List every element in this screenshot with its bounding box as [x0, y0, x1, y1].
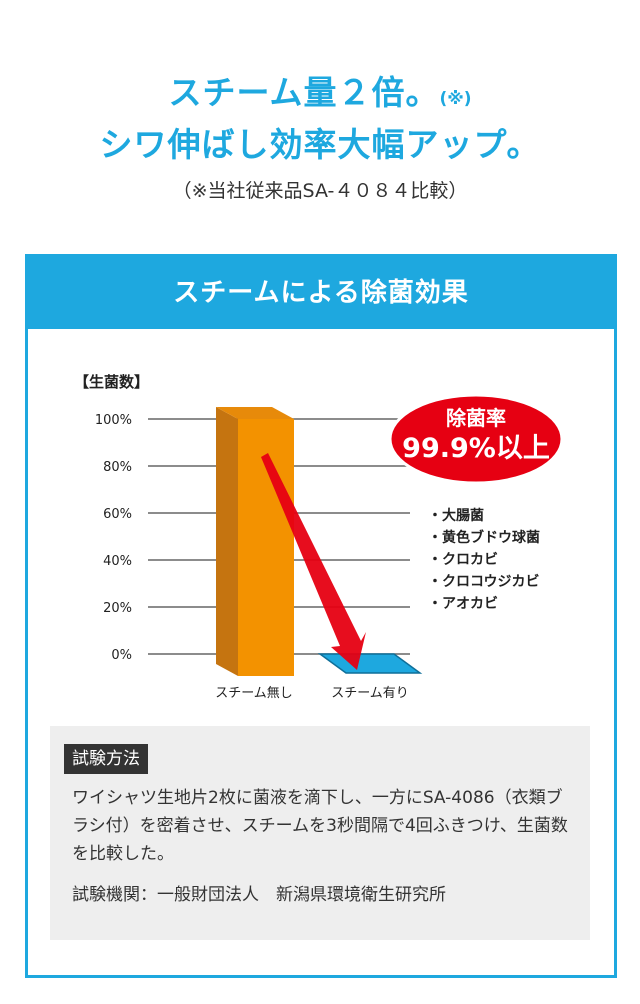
chart-categories: スチーム無し スチーム有り [215, 686, 409, 701]
headline-line1: スチーム量２倍。(※) [0, 70, 640, 122]
reduction-arrow [261, 453, 366, 670]
chart-y-ticks: 0% 20% 40% 60% 80% 100% [95, 413, 132, 663]
chart-title: 【生菌数】 [74, 373, 149, 391]
bacteria-list: ・大腸菌・黄色ブドウ球菌・クロカビ・クロコウジカビ・アオカビ [428, 507, 540, 612]
bacteria-item: ・黄色ブドウ球菌 [428, 529, 540, 546]
y-tick-label: 0% [111, 648, 132, 663]
y-tick-label: 40% [103, 554, 132, 569]
test-method-tag: 試験方法 [64, 744, 148, 774]
y-tick-label: 100% [95, 413, 132, 428]
bar-side [216, 407, 238, 676]
headline-note-mark: (※) [439, 89, 472, 109]
panel-title: スチームによる除菌効果 [28, 257, 614, 329]
headline-line1-text: スチーム量２倍。 [168, 73, 440, 112]
y-tick-label: 80% [103, 460, 132, 475]
sterilization-badge: 除菌率 99.9%以上 [388, 393, 564, 485]
bacteria-item: ・大腸菌 [428, 507, 484, 524]
y-tick-label: 60% [103, 507, 132, 522]
bacteria-item: ・クロコウジカビ [428, 574, 539, 590]
y-tick-label: 20% [103, 601, 132, 616]
sterilization-panel: スチームによる除菌効果 【生菌数】 0% 20% 40% 60% 80% 100% スチー… [25, 254, 617, 978]
bacteria-item: ・アオカビ [428, 596, 498, 612]
bar-top [216, 407, 294, 419]
badge-line1: 除菌率 [446, 406, 506, 430]
test-method-box: 試験方法 ワイシャツ生地片2枚に菌液を滴下し、一方にSA-4086（衣類ブラシ付… [50, 726, 590, 940]
test-method-text: ワイシャツ生地片2枚に菌液を滴下し、一方にSA-4086（衣類ブラシ付）を密着さ… [72, 788, 568, 864]
badge-line2: 99.9%以上 [402, 433, 550, 464]
headline: スチーム量２倍。(※) シワ伸ばし効率大幅アップ。 [0, 70, 640, 168]
x-category-label: スチーム有り [331, 686, 409, 701]
x-category-label: スチーム無し [215, 686, 293, 701]
bacteria-item: ・クロカビ [428, 552, 498, 568]
bacteria-chart: 【生菌数】 0% 20% 40% 60% 80% 100% スチーム無し スチーム有り 除菌… [74, 373, 564, 701]
comparison-note: （※当社従来品SA-４０８４比較） [172, 180, 468, 202]
bar-steam-on [317, 653, 423, 674]
test-institution: 試験機関：一般財団法人 新潟県環境衛生研究所 [72, 885, 446, 905]
headline-line2: シワ伸ばし効率大幅アップ。 [99, 125, 541, 164]
chart-bars [216, 407, 423, 676]
